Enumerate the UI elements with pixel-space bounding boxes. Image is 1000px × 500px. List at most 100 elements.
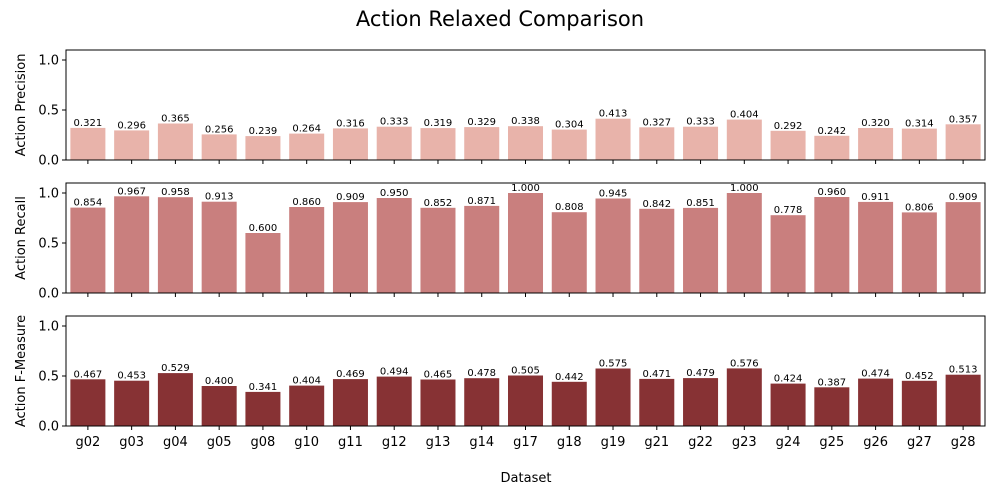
data-label: 0.424 bbox=[774, 374, 803, 385]
bar bbox=[639, 378, 675, 426]
data-label: 0.404 bbox=[292, 376, 321, 387]
x-tick-label: g24 bbox=[776, 435, 801, 450]
bar bbox=[683, 207, 719, 293]
y-tick-label: 0.5 bbox=[38, 370, 59, 385]
data-label: 0.333 bbox=[686, 117, 715, 128]
x-tick-label: g17 bbox=[513, 435, 538, 450]
bar bbox=[289, 133, 325, 160]
bar bbox=[639, 127, 675, 160]
bar bbox=[157, 197, 193, 293]
bar bbox=[114, 380, 150, 426]
bar bbox=[945, 202, 981, 293]
x-tick-label: g28 bbox=[951, 435, 976, 450]
data-label: 0.600 bbox=[249, 223, 278, 234]
bar bbox=[420, 207, 456, 293]
bar bbox=[901, 380, 937, 426]
y-tick-label: 1.0 bbox=[38, 320, 59, 335]
data-label: 0.321 bbox=[74, 118, 103, 129]
x-tick-label: g14 bbox=[469, 435, 494, 450]
x-tick-label: g10 bbox=[294, 435, 319, 450]
bar bbox=[814, 387, 850, 426]
bar bbox=[595, 118, 631, 160]
bar bbox=[376, 126, 412, 160]
bar bbox=[508, 126, 544, 160]
bar bbox=[70, 207, 106, 293]
bar bbox=[595, 368, 631, 426]
data-label: 0.338 bbox=[511, 116, 540, 127]
bar bbox=[770, 215, 806, 293]
bar bbox=[114, 130, 150, 160]
bar bbox=[201, 201, 237, 293]
bar bbox=[595, 198, 631, 293]
bar bbox=[814, 135, 850, 160]
data-label: 0.842 bbox=[642, 199, 671, 210]
x-tick-label: g12 bbox=[382, 435, 407, 450]
data-label: 0.329 bbox=[467, 117, 496, 128]
data-label: 0.911 bbox=[861, 192, 890, 203]
data-label: 0.913 bbox=[205, 192, 234, 203]
y-tick-label: 0.0 bbox=[38, 287, 59, 302]
data-label: 0.400 bbox=[205, 376, 234, 387]
data-label: 0.945 bbox=[599, 189, 628, 200]
bar bbox=[289, 207, 325, 293]
x-tick-label: g13 bbox=[426, 435, 451, 450]
bar bbox=[945, 374, 981, 426]
data-label: 0.505 bbox=[511, 366, 540, 377]
chart-panel: 0.321 0.296 0.365 0.256 0.239 0.264 0.316 0.333… bbox=[14, 49, 986, 169]
bar bbox=[551, 381, 587, 426]
y-axis-label: Action F-Measure bbox=[14, 315, 29, 427]
bar bbox=[376, 376, 412, 426]
y-tick-label: 0.5 bbox=[38, 104, 59, 119]
bar bbox=[639, 208, 675, 293]
bar bbox=[683, 378, 719, 426]
bar bbox=[858, 201, 894, 293]
x-tick-label: g23 bbox=[732, 435, 757, 450]
data-label: 0.239 bbox=[249, 126, 278, 137]
y-tick-label: 1.0 bbox=[38, 54, 59, 69]
y-tick-label: 0.0 bbox=[38, 154, 59, 169]
bar bbox=[70, 127, 106, 160]
x-tick-label: g08 bbox=[251, 435, 276, 450]
bar bbox=[245, 233, 281, 293]
data-label: 0.292 bbox=[774, 121, 803, 132]
bar bbox=[245, 136, 281, 160]
data-label: 0.852 bbox=[424, 198, 453, 209]
data-label: 0.256 bbox=[205, 124, 234, 135]
y-tick-label: 1.0 bbox=[38, 187, 59, 202]
data-label: 0.316 bbox=[336, 118, 365, 129]
x-tick-label: g05 bbox=[207, 435, 232, 450]
bar bbox=[508, 193, 544, 293]
x-tick-label: g04 bbox=[163, 435, 188, 450]
data-label: 0.442 bbox=[555, 372, 584, 383]
data-label: 0.469 bbox=[336, 369, 365, 380]
bar bbox=[157, 373, 193, 426]
data-label: 0.909 bbox=[336, 192, 365, 203]
data-label: 0.967 bbox=[117, 186, 146, 197]
bar bbox=[245, 391, 281, 426]
y-axis-label: Action Recall bbox=[14, 196, 29, 280]
bar bbox=[201, 386, 237, 426]
data-label: 0.452 bbox=[905, 371, 934, 382]
bar bbox=[770, 383, 806, 426]
x-tick-label: g26 bbox=[863, 435, 888, 450]
bar bbox=[332, 128, 368, 160]
bar bbox=[114, 196, 150, 293]
bar bbox=[858, 378, 894, 426]
bar bbox=[726, 368, 762, 426]
data-label: 0.479 bbox=[686, 368, 715, 379]
data-label: 0.341 bbox=[249, 382, 278, 393]
bar bbox=[858, 128, 894, 160]
bar bbox=[420, 379, 456, 426]
y-axis-label: Action Precision bbox=[14, 54, 29, 157]
data-label: 1.000 bbox=[511, 183, 540, 194]
x-tick-label: g27 bbox=[907, 435, 932, 450]
x-tick-label: g21 bbox=[644, 435, 669, 450]
x-tick-label: g18 bbox=[557, 435, 582, 450]
bar bbox=[201, 134, 237, 160]
data-label: 1.000 bbox=[730, 183, 759, 194]
data-label: 0.242 bbox=[818, 126, 847, 137]
bar bbox=[464, 127, 500, 160]
data-label: 0.960 bbox=[818, 187, 847, 198]
x-tick-label: g03 bbox=[119, 435, 144, 450]
y-tick-label: 0.5 bbox=[38, 237, 59, 252]
